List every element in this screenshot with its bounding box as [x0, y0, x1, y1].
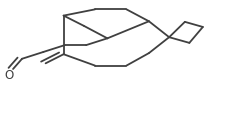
Text: O: O: [4, 69, 14, 82]
